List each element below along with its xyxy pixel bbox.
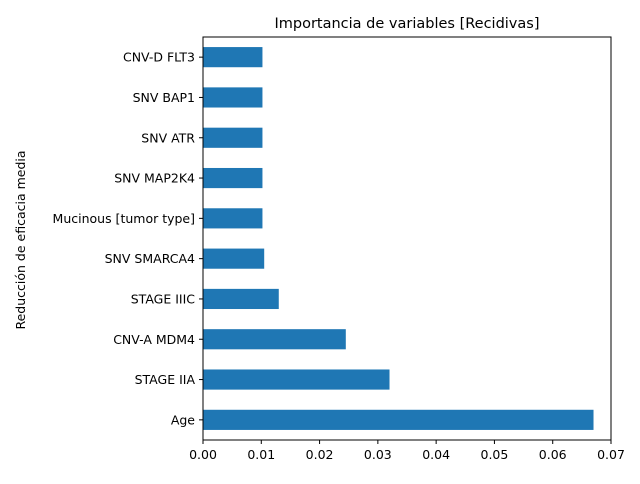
x-tick-label: 0.02 [306, 447, 334, 462]
chart-title: Importancia de variables [Recidivas] [274, 16, 539, 32]
bar-snv-smarca4 [203, 248, 265, 269]
y-tick-label: SNV SMARCA4 [105, 251, 195, 266]
bar-cnv-d-flt3 [203, 47, 263, 68]
x-tick-label: 0.04 [422, 447, 450, 462]
y-tick-label: Age [171, 412, 195, 427]
bar-stage-iiic [203, 288, 279, 310]
y-ticks-layer: Age STAGE IIA CNV-A MDM4 STAGE IIIC SNV SMAR… [53, 50, 203, 427]
plot-area-frame [202, 36, 612, 441]
bars-layer [203, 47, 594, 430]
x-tick-label: 0.00 [189, 447, 217, 462]
bar-age [203, 409, 594, 430]
x-tick-label: 0.06 [539, 447, 567, 462]
y-tick-label: CNV-D FLT3 [123, 50, 195, 65]
y-tick-label: STAGE IIA [135, 372, 196, 387]
y-tick-label: SNV BAP1 [133, 90, 195, 105]
y-axis-label: Reducción de eficacia media [13, 150, 28, 329]
bar-stage-iia [203, 369, 390, 390]
x-ticks-layer: 0.00 0.01 0.02 0.03 0.04 0.05 0.06 0.07 [189, 440, 625, 462]
x-tick-label: 0.01 [247, 447, 275, 462]
y-tick-label: Mucinous [tumor type] [53, 211, 195, 226]
bar-snv-bap1 [203, 87, 263, 108]
y-tick-label: STAGE IIIC [131, 291, 196, 306]
x-tick-label: 0.07 [597, 447, 625, 462]
bar-snv-map2k4 [203, 167, 263, 189]
y-tick-label: SNV ATR [141, 130, 195, 145]
bar-snv-atr [203, 127, 263, 148]
y-tick-label: CNV-A MDM4 [113, 332, 195, 347]
x-tick-label: 0.03 [364, 447, 392, 462]
x-tick-label: 0.05 [481, 447, 509, 462]
bar-cnv-a-mdm4 [203, 329, 346, 350]
bar-mucinous-tumor-type [203, 208, 263, 229]
y-tick-label: SNV MAP2K4 [114, 171, 195, 186]
